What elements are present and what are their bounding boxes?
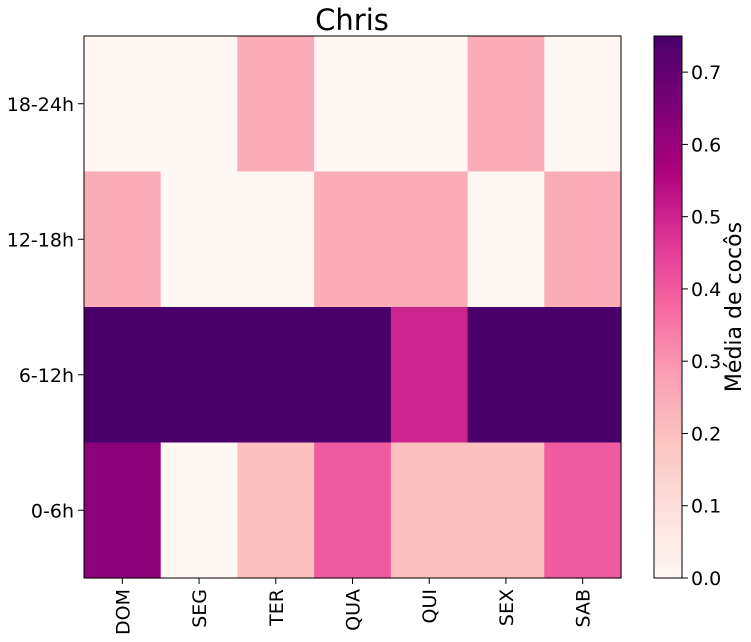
- heatmap-cell-0-6h-SEX: [467, 442, 545, 579]
- heatmap-cell-18-24h-TER: [237, 36, 315, 173]
- colorbar-tick-label: 0.4: [691, 279, 721, 301]
- heatmap-cell-12-18h-DOM: [84, 171, 162, 308]
- heatmap-cell-6-12h-QUI: [390, 307, 469, 444]
- heatmap-cell-18-24h-SEX: [467, 36, 545, 173]
- y-axis: 18-24h 12-18h 6-12h 0-6h: [7, 94, 84, 522]
- y-tick-label: 12-18h: [7, 229, 74, 251]
- x-tick-label: QUA: [343, 589, 365, 631]
- y-tick-label: 6-12h: [19, 365, 74, 387]
- x-tick-label: DOM: [112, 589, 134, 635]
- colorbar-tick-label: 0.5: [691, 207, 721, 229]
- heatmap-cell-12-18h-SAB: [544, 171, 622, 308]
- heatmap-cell-0-6h-DOM: [84, 442, 162, 579]
- x-tick-label: SAB: [573, 589, 595, 627]
- heatmap-cell-18-24h-SAB: [544, 36, 622, 173]
- x-tick-label: TER: [266, 589, 288, 627]
- heatmap-cell-18-24h-SEG: [160, 36, 239, 173]
- colorbar-tick-label: 0.2: [691, 423, 721, 445]
- heatmap-cell-0-6h-SEG: [160, 442, 239, 579]
- colorbar-label: Média de cocôs: [722, 222, 747, 392]
- heatmap-cell-6-12h-SAB: [544, 307, 622, 444]
- heatmap-cell-6-12h-DOM: [84, 307, 162, 444]
- colorbar-tick-label: 0.1: [691, 496, 721, 518]
- colorbar-tick-label: 0.3: [691, 351, 721, 373]
- x-axis: DOM SEG TER QUA QUI SEX SAB: [112, 578, 595, 635]
- heatmap-cell-18-24h-QUI: [390, 36, 469, 173]
- colorbar-tick-label: 0.7: [691, 62, 721, 84]
- y-tick-label: 18-24h: [7, 94, 74, 116]
- colorbar: [653, 35, 683, 579]
- heatmap-cell-18-24h-QUA: [314, 36, 392, 173]
- heatmap-cell-0-6h-SAB: [544, 442, 622, 579]
- heatmap-cell-6-12h-SEG: [160, 307, 239, 444]
- colorbar-tick-label: 0.0: [691, 568, 721, 590]
- x-tick-label: QUI: [419, 589, 441, 623]
- heatmap-cell-0-6h-QUI: [390, 442, 469, 579]
- heatmap-cell-6-12h-TER: [237, 307, 315, 444]
- heatmap-cell-12-18h-SEG: [160, 171, 239, 308]
- chart-title: Chris: [315, 3, 389, 37]
- x-tick-label: SEX: [496, 589, 518, 626]
- heatmap-cell-12-18h-QUA: [314, 171, 392, 308]
- heatmap-cell-0-6h-TER: [237, 442, 315, 579]
- heatmap-cell-12-18h-TER: [237, 171, 315, 308]
- x-tick-label: SEG: [189, 589, 211, 628]
- heatmap-cell-6-12h-SEX: [467, 307, 545, 444]
- y-tick-label: 0-6h: [31, 500, 74, 522]
- heatmap-cell-12-18h-SEX: [467, 171, 545, 308]
- heatmap-cells: [84, 36, 622, 579]
- heatmap-cell-6-12h-QUA: [314, 307, 392, 444]
- heatmap-cell-18-24h-DOM: [84, 36, 162, 173]
- colorbar-tick-label: 0.6: [691, 134, 721, 156]
- heatmap-cell-12-18h-QUI: [390, 171, 469, 308]
- heatmap-cell-0-6h-QUA: [314, 442, 392, 579]
- colorbar-axis: 0.0 0.1 0.2 0.3 0.4 0.5 0.6 0.7: [682, 62, 721, 590]
